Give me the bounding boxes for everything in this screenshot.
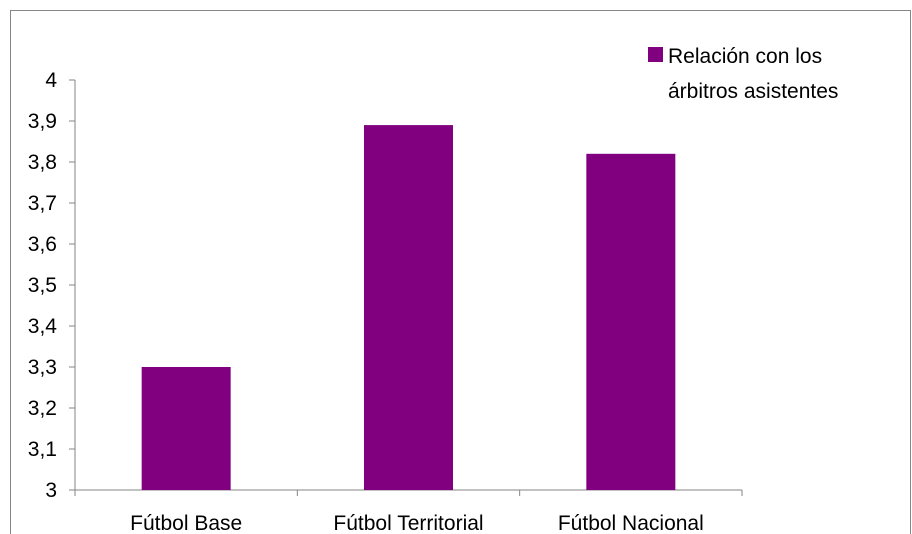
y-tick-label: 3,5 (28, 274, 57, 297)
y-axis: 3 3,1 3,2 3,3 3,4 3,5 3,6 3,7 3,8 3,9 4 (28, 69, 76, 502)
bars (141, 125, 676, 491)
y-tick-label: 3,7 (28, 192, 57, 215)
bar (364, 125, 453, 490)
y-tick-label: 3,4 (28, 315, 58, 338)
y-tick-label: 3,3 (28, 356, 57, 379)
bar (586, 153, 676, 491)
legend-swatch (648, 47, 663, 62)
x-tick-label: Fútbol Base (130, 512, 242, 534)
x-tick-label: Fútbol Territorial (333, 512, 483, 534)
y-tick-label: 3,6 (28, 233, 57, 256)
y-tick-label: 3,1 (28, 438, 57, 461)
y-tick-label: 4 (45, 69, 57, 92)
y-tick-label: 3,9 (28, 110, 57, 133)
x-tick-label: Fútbol Nacional (558, 512, 704, 534)
y-tick-label: 3,8 (28, 151, 57, 174)
legend-label-line-2: árbitros asistentes (668, 80, 838, 103)
legend-label-line-1: Relación con los (668, 45, 822, 68)
y-tick-label: 3 (45, 479, 57, 502)
legend: Relación con los árbitros asistentes (648, 45, 838, 103)
bar (141, 367, 231, 490)
y-tick-label: 3,2 (28, 397, 57, 420)
